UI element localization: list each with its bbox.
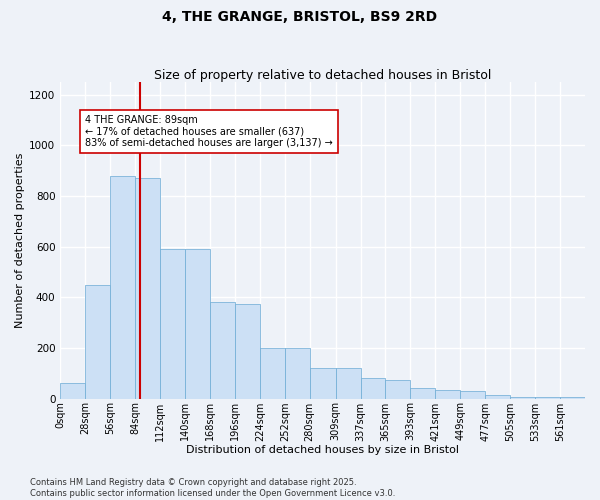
Title: Size of property relative to detached houses in Bristol: Size of property relative to detached ho… [154, 69, 491, 82]
Bar [310, 368, 335, 398]
Text: Contains HM Land Registry data © Crown copyright and database right 2025.
Contai: Contains HM Land Registry data © Crown c… [30, 478, 395, 498]
Bar [410, 388, 436, 398]
Bar [485, 395, 510, 398]
Bar [460, 391, 485, 398]
Text: 4, THE GRANGE, BRISTOL, BS9 2RD: 4, THE GRANGE, BRISTOL, BS9 2RD [163, 10, 437, 24]
Bar [160, 249, 185, 398]
X-axis label: Distribution of detached houses by size in Bristol: Distribution of detached houses by size … [186, 445, 459, 455]
Bar [210, 302, 235, 398]
Bar [361, 378, 385, 398]
Bar [385, 380, 410, 398]
Text: 4 THE GRANGE: 89sqm
← 17% of detached houses are smaller (637)
83% of semi-detac: 4 THE GRANGE: 89sqm ← 17% of detached ho… [85, 115, 333, 148]
Bar [185, 249, 210, 398]
Bar [285, 348, 310, 399]
Bar [510, 396, 535, 398]
Bar [60, 384, 85, 398]
Bar [260, 348, 285, 399]
Bar [135, 178, 160, 398]
Bar [85, 284, 110, 399]
Y-axis label: Number of detached properties: Number of detached properties [15, 152, 25, 328]
Bar [436, 390, 460, 398]
Bar [335, 368, 361, 398]
Bar [235, 304, 260, 398]
Bar [110, 176, 135, 398]
